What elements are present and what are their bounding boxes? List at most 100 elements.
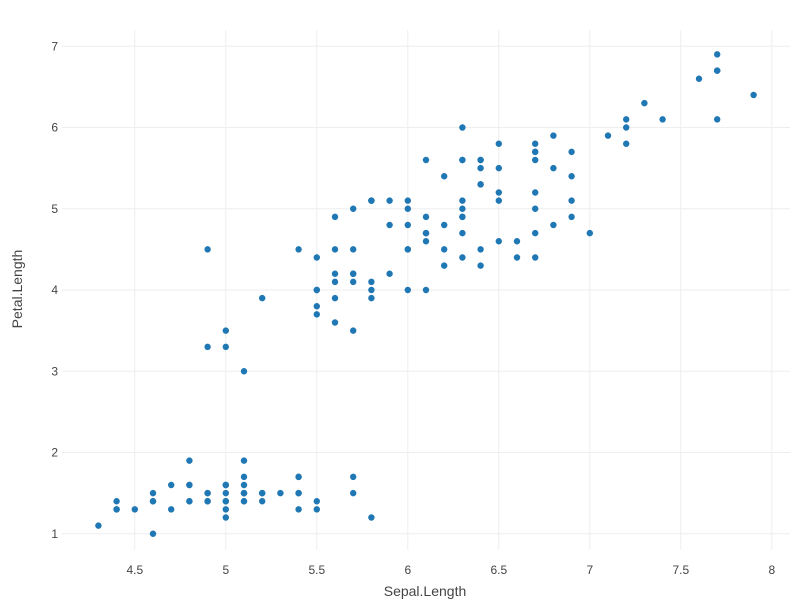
data-point[interactable]: [568, 173, 575, 180]
data-point[interactable]: [586, 229, 593, 237]
data-point[interactable]: [604, 132, 612, 139]
data-point[interactable]: [477, 164, 484, 172]
data-point[interactable]: [623, 116, 630, 123]
data-point[interactable]: [477, 181, 484, 188]
data-point[interactable]: [495, 197, 502, 204]
data-point[interactable]: [240, 481, 248, 489]
data-point[interactable]: [750, 91, 757, 99]
data-point[interactable]: [459, 197, 466, 204]
data-point[interactable]: [186, 498, 193, 505]
data-point[interactable]: [259, 489, 266, 497]
data-point[interactable]: [222, 327, 229, 334]
data-point[interactable]: [368, 294, 375, 302]
data-point[interactable]: [459, 205, 466, 212]
data-point[interactable]: [386, 270, 393, 277]
data-point[interactable]: [113, 506, 120, 513]
data-point[interactable]: [240, 473, 248, 481]
data-point[interactable]: [441, 173, 448, 180]
data-point[interactable]: [113, 498, 120, 505]
data-point[interactable]: [350, 473, 357, 481]
data-point[interactable]: [149, 498, 157, 505]
data-point[interactable]: [532, 156, 539, 164]
data-point[interactable]: [623, 124, 630, 131]
data-point[interactable]: [477, 156, 484, 164]
data-point[interactable]: [350, 278, 357, 286]
data-point[interactable]: [532, 148, 539, 156]
data-point[interactable]: [313, 303, 320, 310]
data-point[interactable]: [404, 286, 411, 294]
data-point[interactable]: [422, 213, 430, 221]
data-point[interactable]: [422, 286, 430, 294]
data-point[interactable]: [550, 164, 557, 172]
data-point[interactable]: [532, 254, 539, 261]
data-point[interactable]: [568, 213, 575, 221]
data-point[interactable]: [240, 457, 248, 464]
data-point[interactable]: [295, 246, 302, 253]
data-point[interactable]: [568, 148, 575, 156]
data-point[interactable]: [204, 498, 211, 505]
data-point[interactable]: [368, 278, 375, 286]
data-point[interactable]: [350, 246, 357, 253]
data-point[interactable]: [350, 270, 357, 277]
data-point[interactable]: [368, 514, 375, 521]
data-point[interactable]: [350, 205, 357, 212]
data-point[interactable]: [513, 254, 521, 261]
data-point[interactable]: [422, 229, 430, 237]
data-point[interactable]: [222, 343, 229, 351]
data-point[interactable]: [550, 132, 557, 139]
data-point[interactable]: [404, 246, 411, 253]
data-point[interactable]: [331, 246, 339, 253]
data-point[interactable]: [404, 221, 411, 229]
data-point[interactable]: [532, 140, 539, 147]
data-point[interactable]: [149, 530, 157, 537]
data-point[interactable]: [259, 498, 266, 505]
data-point[interactable]: [477, 262, 484, 269]
data-point[interactable]: [240, 498, 248, 505]
data-point[interactable]: [331, 278, 339, 286]
data-point[interactable]: [295, 473, 302, 481]
data-point[interactable]: [204, 343, 211, 351]
data-point[interactable]: [331, 213, 339, 221]
data-point[interactable]: [186, 457, 193, 464]
data-point[interactable]: [386, 221, 393, 229]
data-point[interactable]: [168, 481, 175, 489]
data-point[interactable]: [441, 221, 448, 229]
data-point[interactable]: [222, 481, 229, 489]
data-point[interactable]: [532, 205, 539, 212]
data-point[interactable]: [240, 489, 248, 497]
data-point[interactable]: [95, 522, 102, 529]
data-point[interactable]: [659, 116, 666, 123]
data-point[interactable]: [313, 254, 320, 261]
data-point[interactable]: [149, 489, 157, 497]
data-point[interactable]: [313, 498, 320, 505]
data-point[interactable]: [186, 481, 193, 489]
data-point[interactable]: [259, 294, 266, 302]
data-point[interactable]: [295, 506, 302, 513]
data-point[interactable]: [131, 506, 138, 513]
data-point[interactable]: [641, 99, 648, 107]
data-point[interactable]: [459, 124, 466, 131]
data-point[interactable]: [623, 140, 630, 147]
data-point[interactable]: [441, 262, 448, 269]
data-point[interactable]: [368, 197, 375, 204]
data-point[interactable]: [550, 221, 557, 229]
data-point[interactable]: [714, 51, 721, 58]
data-point[interactable]: [222, 506, 229, 513]
data-point[interactable]: [331, 319, 339, 326]
data-point[interactable]: [313, 506, 320, 513]
data-point[interactable]: [422, 156, 430, 164]
data-point[interactable]: [513, 238, 521, 245]
data-point[interactable]: [404, 205, 411, 212]
data-point[interactable]: [568, 197, 575, 204]
data-point[interactable]: [331, 294, 339, 302]
data-point[interactable]: [350, 489, 357, 497]
data-point[interactable]: [495, 189, 502, 196]
data-point[interactable]: [477, 246, 484, 253]
data-point[interactable]: [714, 67, 721, 74]
data-point[interactable]: [459, 254, 466, 261]
data-point[interactable]: [277, 489, 284, 497]
data-point[interactable]: [204, 489, 211, 497]
data-point[interactable]: [495, 140, 502, 147]
data-point[interactable]: [168, 506, 175, 513]
data-point[interactable]: [459, 156, 466, 164]
